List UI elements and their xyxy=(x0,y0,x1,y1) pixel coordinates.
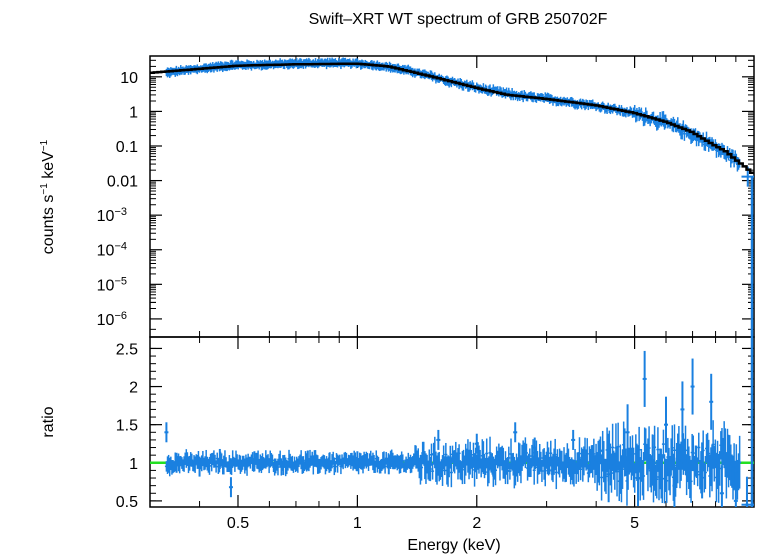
xtick-label: 5 xyxy=(630,515,639,532)
ratio-ytick-label: 1.5 xyxy=(116,418,138,435)
spectrum-ytick-label: 10−5 xyxy=(97,275,127,294)
ratio-y-ticks: 0.5 1 1.5 2 2.5 xyxy=(116,341,754,511)
spectrum-model-line xyxy=(150,62,754,175)
spectrum-panel-frame xyxy=(149,55,755,338)
ratio-y-axis-label: ratio xyxy=(40,406,57,437)
spectrum-ytick-label: 10−3 xyxy=(97,206,127,225)
ratio-ytick-label: 2.5 xyxy=(116,341,138,358)
spectrum-x-ticks xyxy=(149,56,737,337)
spectrum-model-path xyxy=(150,62,754,175)
chart-title: Swift–XRT WT spectrum of GRB 250702F xyxy=(309,11,608,28)
spectrum-ytick-label: 0.01 xyxy=(107,174,138,191)
spectrum-ytick-label: 10−4 xyxy=(97,241,127,260)
ratio-ytick-label: 0.5 xyxy=(116,494,138,511)
xtick-label: 2 xyxy=(472,515,481,532)
xtick-label: 1 xyxy=(353,515,362,532)
spectrum-ytick-label: 1 xyxy=(129,104,138,121)
ratio-ytick-label: 2 xyxy=(129,380,138,397)
ratio-panel-frame xyxy=(149,336,755,508)
ratio-x-ticks: 0.5 1 2 5 xyxy=(149,337,737,532)
spectrum-data-points xyxy=(164,57,754,337)
xtick-label: 0.5 xyxy=(227,515,249,532)
spectrum-ytick-label: 10−6 xyxy=(97,310,127,329)
spectrum-ytick-label: 10 xyxy=(120,70,138,87)
spectrum-y-axis-label: counts s−1 keV−1 xyxy=(39,139,57,254)
x-axis-label: Energy (keV) xyxy=(407,537,500,554)
spectrum-ytick-label: 0.1 xyxy=(116,139,138,156)
ratio-ytick-label: 1 xyxy=(129,456,138,473)
spectrum-y-ticks: 10 1 0.1 0.01 10−3 10−4 10−5 10−6 xyxy=(97,59,754,330)
ratio-data-points xyxy=(164,337,754,507)
